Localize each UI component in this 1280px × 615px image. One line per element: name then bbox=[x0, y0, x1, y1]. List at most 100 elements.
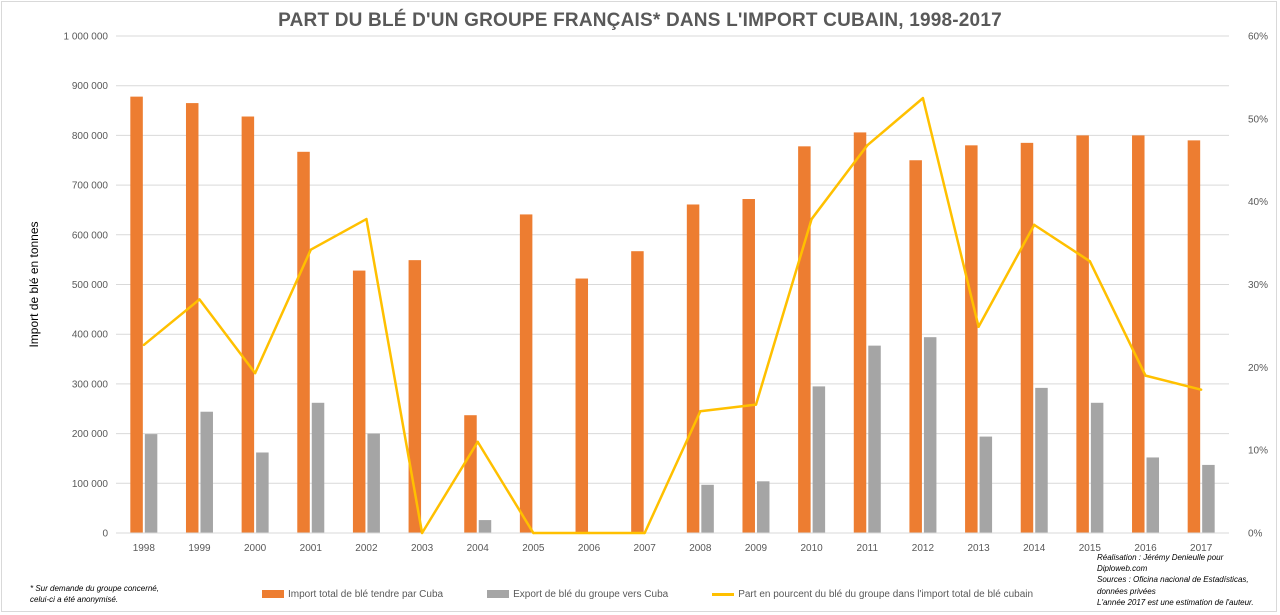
x-tick-label: 2009 bbox=[745, 543, 768, 554]
x-tick-label: 2014 bbox=[1023, 543, 1046, 554]
x-tick-label: 2017 bbox=[1190, 543, 1213, 554]
bar-export-2012 bbox=[923, 337, 937, 533]
line-point-1998 bbox=[142, 343, 146, 347]
y-tick-label: 500 000 bbox=[72, 280, 109, 291]
line-point-2014 bbox=[1033, 223, 1036, 227]
line-point-2004 bbox=[476, 440, 479, 444]
bar-export-2016 bbox=[1146, 457, 1160, 533]
x-tick-label: 2012 bbox=[912, 543, 935, 554]
x-tick-label: 2010 bbox=[801, 543, 824, 554]
line-point-2010 bbox=[810, 217, 813, 221]
footnote-line: * Sur demande du groupe concerné, bbox=[30, 584, 159, 593]
bar-import-2009 bbox=[742, 199, 755, 534]
line-point-2005 bbox=[532, 531, 535, 535]
line-point-2012 bbox=[921, 96, 925, 100]
y2-tick-label: 50% bbox=[1248, 114, 1268, 125]
bar-import-2014 bbox=[1020, 142, 1034, 534]
x-tick-label: 2004 bbox=[467, 543, 490, 554]
bar-import-1998 bbox=[130, 96, 143, 533]
line-point-2007 bbox=[643, 531, 646, 535]
bar-import-2007 bbox=[631, 251, 644, 534]
x-tick-label: 2015 bbox=[1079, 543, 1102, 554]
y-tick-label: 600 000 bbox=[72, 230, 109, 241]
x-tick-label: 2007 bbox=[634, 543, 657, 554]
y-axis-title: Import de blé en tonnes bbox=[27, 221, 41, 347]
bar-import-2016 bbox=[1132, 135, 1145, 533]
bar-export-1998 bbox=[144, 434, 158, 533]
line-point-2016 bbox=[1144, 374, 1147, 377]
footnote: * Sur demande du groupe concerné, celui-… bbox=[30, 583, 190, 605]
line-point-2002 bbox=[365, 217, 368, 221]
x-tick-label: 2008 bbox=[689, 543, 712, 554]
line-point-2015 bbox=[1088, 260, 1092, 263]
legend-label-share: Part en pourcent du blé du groupe dans l… bbox=[738, 588, 1034, 600]
legend-label-import: Import total de blé tendre par Cuba bbox=[288, 588, 444, 600]
y2-tick-label: 10% bbox=[1248, 446, 1268, 457]
bar-import-2013 bbox=[965, 145, 978, 533]
y-tick-label: 400 000 bbox=[72, 330, 109, 341]
bar-export-2010 bbox=[812, 386, 826, 533]
bar-import-2005 bbox=[519, 214, 533, 533]
x-tick-label: 2006 bbox=[578, 543, 601, 554]
bar-export-2014 bbox=[1035, 387, 1048, 533]
y-tick-label: 800 000 bbox=[72, 131, 109, 142]
line-point-1999 bbox=[198, 298, 201, 301]
line-point-2013 bbox=[977, 325, 980, 328]
line-point-2003 bbox=[420, 531, 424, 535]
line-point-2000 bbox=[253, 371, 257, 375]
credits-line: Sources : Oficina nacional de Estadístic… bbox=[1097, 575, 1249, 585]
x-tick-label: 2001 bbox=[300, 543, 323, 554]
y-tick-label: 900 000 bbox=[72, 81, 109, 92]
line-point-2008 bbox=[699, 410, 702, 413]
x-tick-label: 2016 bbox=[1134, 543, 1157, 554]
y-tick-label: 200 000 bbox=[72, 429, 109, 440]
y2-tick-label: 30% bbox=[1248, 280, 1268, 291]
legend-item-import: Import total de blé tendre par Cuba bbox=[262, 589, 443, 600]
line-point-2017 bbox=[1199, 388, 1203, 391]
line-share-series bbox=[143, 96, 1202, 535]
bar-import-2000 bbox=[241, 116, 255, 533]
bar-export-2011 bbox=[868, 345, 881, 533]
x-tick-label: 2011 bbox=[857, 543, 879, 554]
bar-export-2013 bbox=[979, 436, 993, 533]
bar-export-2002 bbox=[367, 433, 380, 533]
x-tick-label: 2002 bbox=[355, 543, 378, 554]
legend-item-share: Part en pourcent du blé du groupe dans l… bbox=[712, 589, 1033, 600]
credits-line: L'année 2017 est une estimation de l'aut… bbox=[1097, 597, 1254, 607]
credits-line: Réalisation : Jérémy Denieulle pour bbox=[1097, 553, 1224, 562]
bar-import-2001 bbox=[297, 151, 310, 533]
bar-import-2003 bbox=[408, 260, 422, 533]
x-tick-label: 2005 bbox=[522, 543, 545, 554]
line-point-2006 bbox=[587, 531, 591, 535]
credits-line: Diploweb.com bbox=[1097, 564, 1148, 574]
x-tick-label: 2013 bbox=[967, 543, 990, 554]
y-tick-label: 300 000 bbox=[72, 379, 109, 390]
bar-export-2008 bbox=[701, 484, 714, 533]
x-tick-label: 1999 bbox=[188, 543, 211, 554]
bar-import-2017 bbox=[1187, 140, 1201, 533]
legend-swatch-export bbox=[487, 590, 510, 598]
credits: Réalisation : Jérémy Denieulle pour Dipl… bbox=[1097, 552, 1273, 608]
legend-label-export: Export de blé du groupe vers Cuba bbox=[513, 588, 669, 600]
y2-tick-label: 20% bbox=[1248, 363, 1268, 374]
bar-import-2010 bbox=[798, 146, 811, 534]
legend-item-export: Export de blé du groupe vers Cuba bbox=[487, 589, 668, 600]
bar-export-2000 bbox=[256, 452, 269, 533]
bar-export-1999 bbox=[200, 411, 213, 533]
chart-title: PART DU BLÉ D'UN GROUPE FRANÇAIS* DANS L… bbox=[278, 10, 1002, 31]
y-tick-label: 1 000 000 bbox=[64, 32, 109, 43]
bar-import-2015 bbox=[1076, 135, 1089, 533]
line-point-2001 bbox=[309, 248, 312, 251]
legend-swatch-share bbox=[712, 592, 735, 596]
credits-line: données privées bbox=[1097, 586, 1156, 596]
x-tick-label: 2003 bbox=[411, 543, 434, 554]
y2-tick-label: 0% bbox=[1248, 529, 1263, 540]
x-tick-label: 1998 bbox=[133, 543, 156, 554]
bar-import-1999 bbox=[185, 103, 199, 533]
x-tick-label: 2000 bbox=[244, 543, 267, 554]
y-tick-label: 0 bbox=[102, 529, 108, 540]
line-point-2011 bbox=[866, 144, 869, 147]
bar-export-2017 bbox=[1202, 464, 1215, 533]
